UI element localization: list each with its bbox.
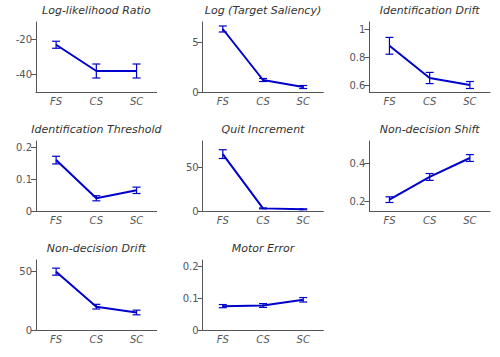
svg-text:FS: FS [50, 334, 63, 345]
svg-text:CS: CS [256, 334, 270, 345]
svg-text:SC: SC [297, 96, 310, 107]
svg-text:0.2: 0.2 [349, 196, 365, 207]
svg-text:0.1: 0.1 [183, 293, 199, 304]
svg-text:Quit Increment: Quit Increment [222, 123, 306, 136]
svg-text:Identification Drift: Identification Drift [380, 4, 481, 17]
svg-text:Identification Threshold: Identification Threshold [31, 123, 162, 136]
svg-text:FS: FS [383, 96, 396, 107]
svg-text:CS: CS [423, 215, 437, 226]
svg-text:CS: CS [423, 96, 437, 107]
svg-text:1: 1 [359, 24, 365, 35]
svg-text:-20: -20 [16, 34, 32, 45]
svg-text:FS: FS [217, 96, 230, 107]
svg-text:SC: SC [297, 334, 310, 345]
svg-text:CS: CS [90, 215, 104, 226]
svg-text:50: 50 [19, 266, 32, 277]
svg-text:5: 5 [192, 37, 198, 48]
svg-text:FS: FS [383, 215, 396, 226]
svg-text:FS: FS [217, 215, 230, 226]
svg-text:CS: CS [90, 334, 104, 345]
svg-text:0.6: 0.6 [349, 80, 365, 91]
svg-text:SC: SC [463, 96, 476, 107]
svg-text:0.2: 0.2 [183, 261, 199, 272]
svg-text:Non-decision Shift: Non-decision Shift [380, 123, 481, 136]
svg-text:CS: CS [256, 96, 270, 107]
svg-text:0.1: 0.1 [16, 174, 32, 185]
svg-text:Motor Error: Motor Error [232, 242, 296, 255]
svg-text:SC: SC [463, 215, 476, 226]
svg-text:0.2: 0.2 [16, 142, 32, 153]
svg-text:-40: -40 [16, 69, 32, 80]
svg-text:SC: SC [297, 215, 310, 226]
svg-text:Log (Target Saliency): Log (Target Saliency) [205, 4, 321, 17]
svg-text:0.8: 0.8 [349, 52, 365, 63]
svg-text:50: 50 [186, 162, 199, 173]
svg-text:0: 0 [192, 87, 198, 98]
svg-text:Non-decision Drift: Non-decision Drift [47, 242, 147, 255]
svg-text:Log-likelihood Ratio: Log-likelihood Ratio [42, 4, 151, 17]
svg-text:0: 0 [26, 206, 32, 217]
svg-text:CS: CS [256, 215, 270, 226]
svg-text:SC: SC [130, 334, 143, 345]
svg-text:FS: FS [50, 215, 63, 226]
svg-text:SC: SC [130, 96, 143, 107]
svg-text:SC: SC [130, 215, 143, 226]
svg-text:0: 0 [192, 206, 198, 217]
svg-text:FS: FS [50, 96, 63, 107]
svg-text:CS: CS [90, 96, 104, 107]
svg-text:0: 0 [192, 325, 198, 336]
svg-text:FS: FS [217, 334, 230, 345]
svg-text:0.4: 0.4 [349, 158, 365, 169]
svg-text:0: 0 [26, 325, 32, 336]
